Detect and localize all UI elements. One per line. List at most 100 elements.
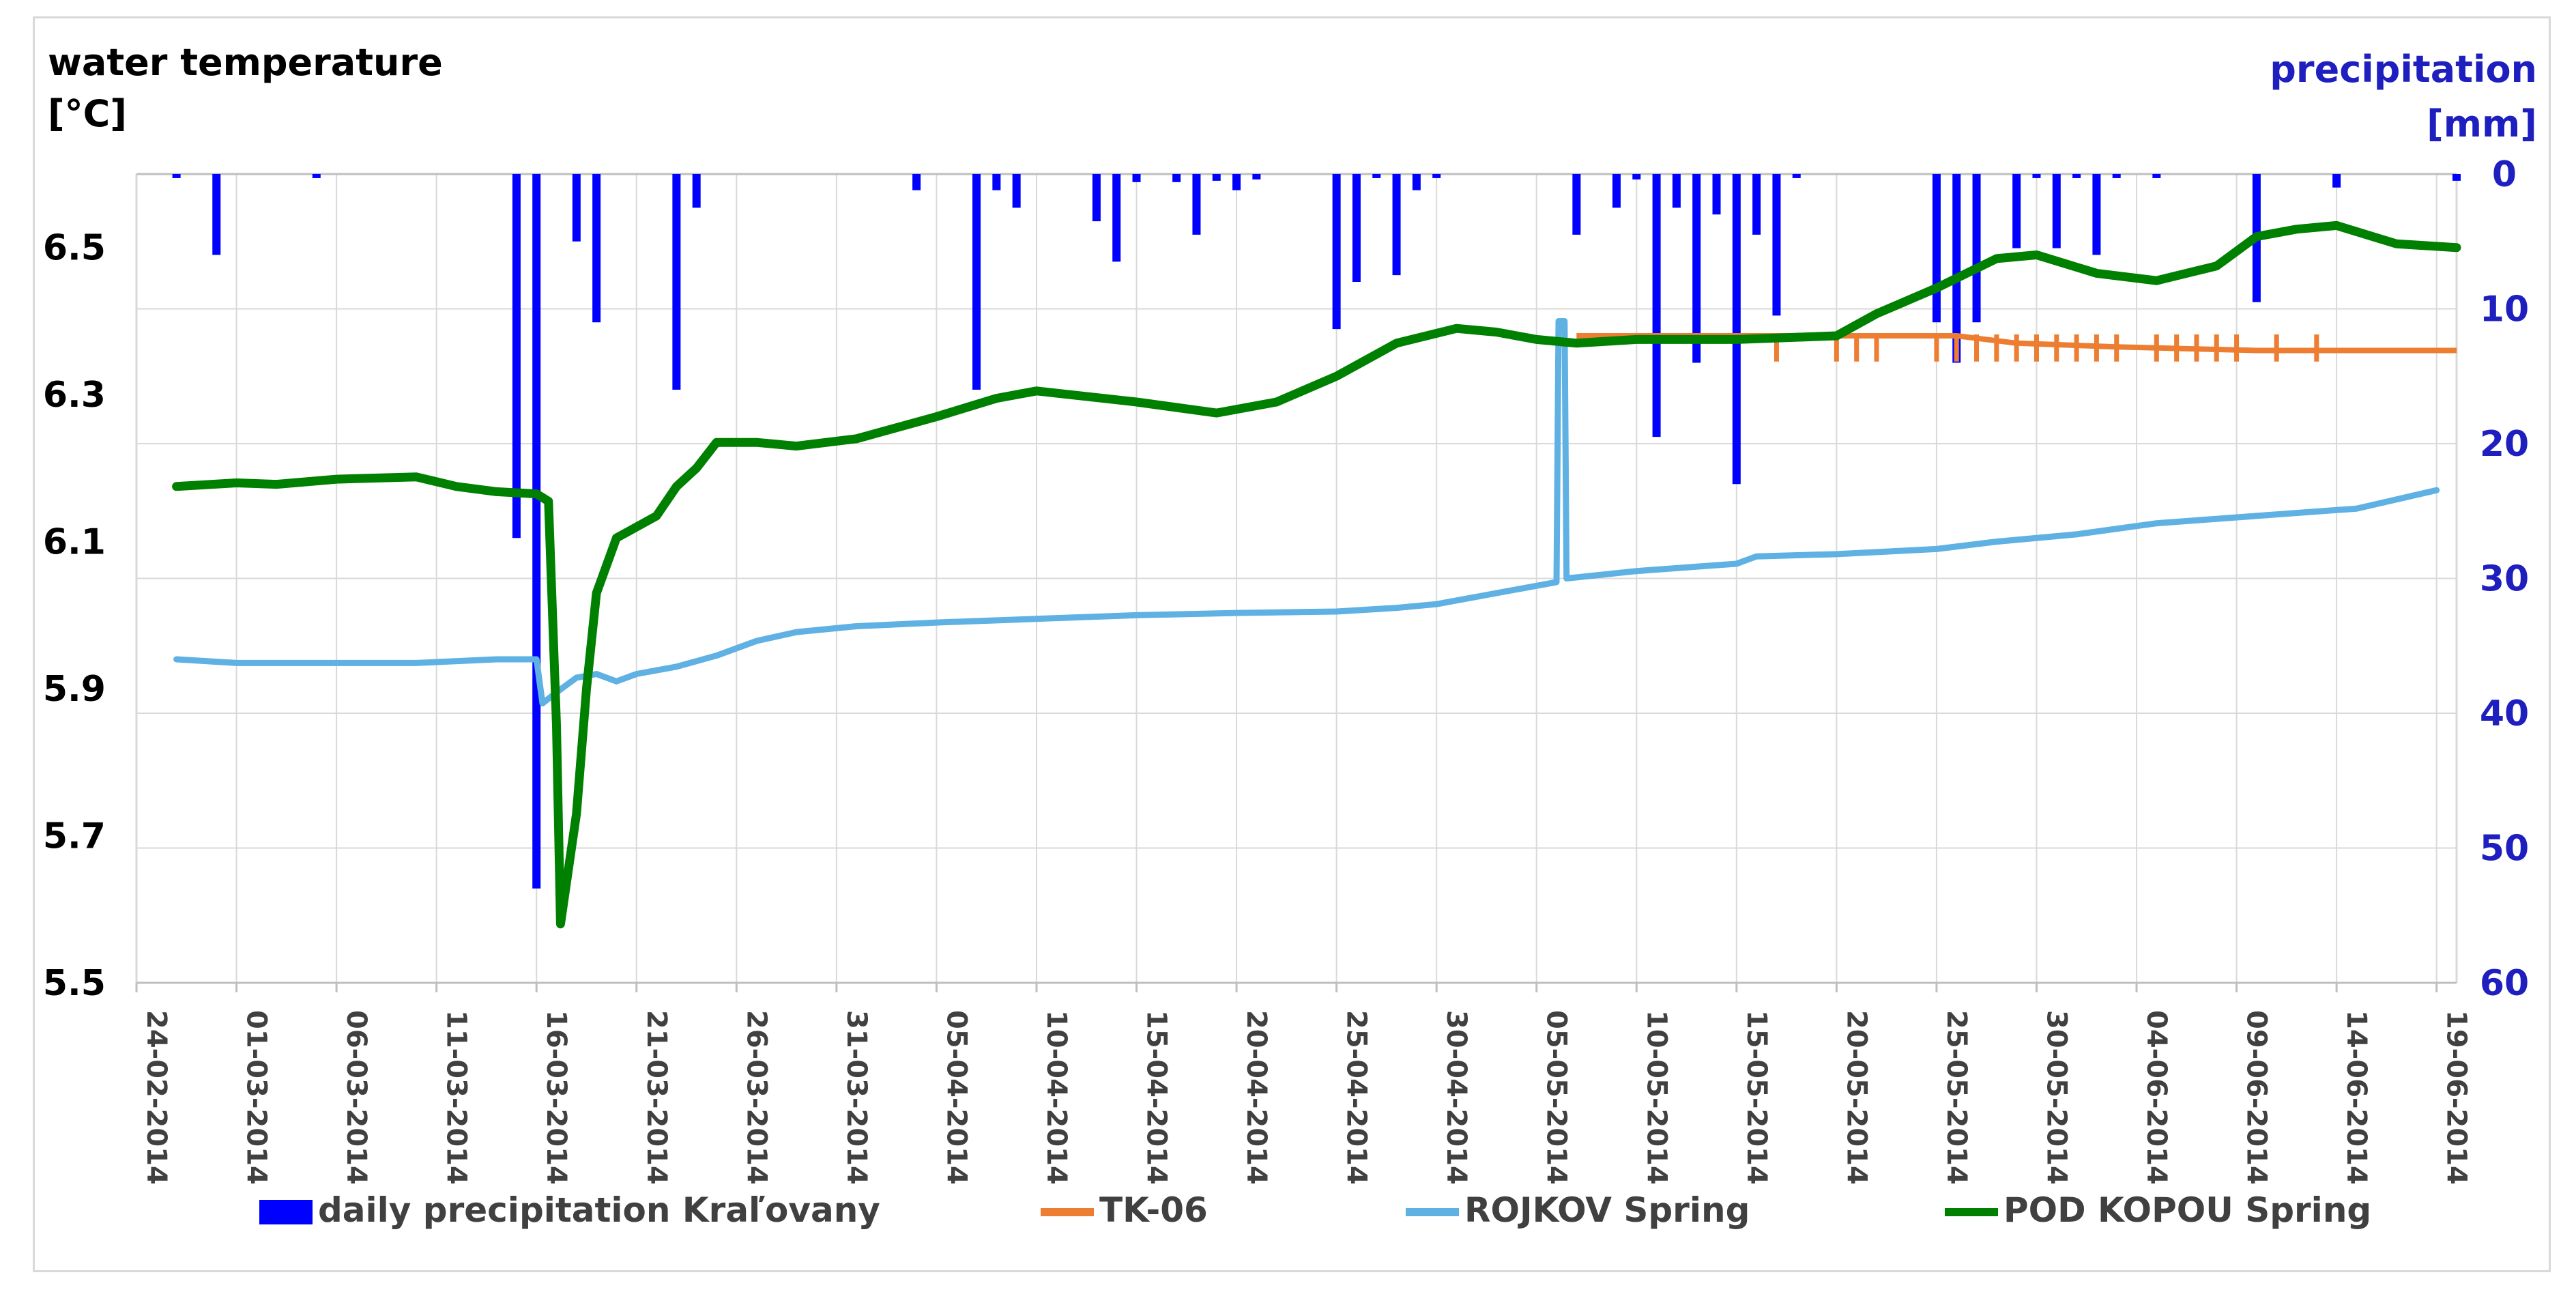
legend-label: TK-06: [1099, 1190, 1208, 1230]
x-axis-tick-label: 30-05-2014: [2040, 1010, 2072, 1185]
legend-swatch: [259, 1200, 313, 1224]
precipitation-bar: [912, 174, 921, 190]
x-axis-tick-label: 05-05-2014: [1541, 1010, 1572, 1185]
precipitation-bar: [2052, 174, 2061, 248]
left-axis-unit: [°C]: [48, 92, 127, 135]
right-axis-unit: [mm]: [2427, 102, 2537, 145]
x-axis-tick-label: 30-04-2014: [1441, 1010, 1472, 1185]
precipitation-bar: [1652, 174, 1661, 437]
precipitation-bar: [1432, 174, 1441, 178]
precipitation-bar: [1792, 174, 1801, 178]
left-axis-tick-label: 6.5: [43, 228, 106, 269]
left-axis-tick-label: 5.7: [43, 816, 106, 857]
right-axis-tick-label: 50: [2480, 829, 2529, 870]
right-axis-tick-label: 30: [2480, 559, 2529, 600]
precipitation-bar: [1332, 174, 1341, 330]
left-axis-title: water temperature: [48, 41, 443, 84]
x-axis-tick-label: 04-06-2014: [2141, 1010, 2172, 1185]
right-axis-tick-label: 20: [2480, 424, 2529, 465]
x-axis-tick-label: 21-03-2014: [641, 1010, 672, 1185]
precipitation-bar: [1392, 174, 1401, 276]
x-axis-ticks: 24-02-2014 01-03-2014 06-03-2014 11-03-2014…: [135, 983, 2472, 1185]
precipitation-bar: [1232, 174, 1241, 190]
chart-frame: [33, 16, 2551, 1272]
x-axis-tick-label: 05-04-2014: [940, 1010, 972, 1185]
precipitation-bar: [1352, 174, 1361, 282]
x-axis-tick-label: 31-03-2014: [841, 1010, 872, 1185]
x-axis-tick-label: 20-05-2014: [1840, 1010, 1872, 1185]
precipitation-bar: [512, 174, 521, 539]
legend-label: ROJKOV Spring: [1464, 1190, 1750, 1230]
precipitation-bar: [1752, 174, 1761, 235]
right-axis-tick-label: 0: [2492, 154, 2517, 195]
left-axis-tick-label: 5.9: [43, 669, 106, 710]
precipitation-bar: [1112, 174, 1121, 262]
x-axis-tick-label: 25-04-2014: [1341, 1010, 1372, 1185]
x-axis-tick-label: 20-04-2014: [1241, 1010, 1272, 1185]
legend-item: TK-06: [1041, 1190, 1208, 1230]
x-axis-tick-label: 01-03-2014: [241, 1010, 272, 1185]
precipitation-bar: [1572, 174, 1581, 235]
x-axis-tick-label: 15-05-2014: [1741, 1010, 1772, 1185]
left-axis-tick-label: 5.5: [43, 963, 106, 1004]
precipitation-bar: [2452, 174, 2461, 181]
precipitation-bar: [2012, 174, 2021, 248]
precipitation-bar: [1972, 174, 1981, 323]
precipitation-bar: [1132, 174, 1141, 182]
precipitation-bar: [1712, 174, 1721, 215]
right-axis-tick-label: 60: [2480, 963, 2529, 1004]
precipitation-bar: [1372, 174, 1381, 178]
x-axis-tick-label: 19-06-2014: [2441, 1010, 2472, 1185]
tk-06-dips: [1774, 334, 2319, 362]
precipitation-bar: [2092, 174, 2101, 255]
precipitation-bar: [1212, 174, 1221, 181]
x-axis-tick-label: 25-05-2014: [1941, 1010, 1972, 1185]
x-axis-tick-label: 10-04-2014: [1041, 1010, 1072, 1185]
precipitation-bar: [1772, 174, 1781, 316]
precipitation-bar: [2332, 174, 2341, 188]
precipitation-bar: [1172, 174, 1181, 182]
right-axis-ticks: 0 10 20 30 40 50 60: [2480, 154, 2529, 1004]
right-axis-tick-label: 10: [2480, 289, 2529, 330]
series-line-pod-kopou-spring: [172, 220, 2461, 929]
precipitation-bar: [1252, 174, 1261, 180]
precipitation-bar: [2072, 174, 2081, 178]
left-axis-tick-label: 6.1: [43, 522, 106, 563]
x-axis-tick-label: 15-04-2014: [1141, 1010, 1172, 1185]
x-axis-tick-label: 24-02-2014: [141, 1010, 172, 1185]
legend: daily precipitation Kraľovany TK-06 ROJKOV…: [259, 1190, 2371, 1230]
x-axis-tick-label: 26-03-2014: [740, 1010, 772, 1185]
right-axis-title: precipitation: [2270, 48, 2537, 91]
precipitation-bar: [1932, 174, 1941, 323]
series-line-rojkov-spring: [173, 318, 2440, 707]
precipitation-bar: [1692, 174, 1701, 363]
precipitation-bar: [1632, 174, 1641, 180]
legend-label: daily precipitation Kraľovany: [318, 1190, 880, 1230]
x-axis-tick-label: 06-03-2014: [341, 1010, 372, 1185]
precipitation-bar: [1192, 174, 1201, 235]
x-axis-tick-label: 10-05-2014: [1640, 1010, 1672, 1185]
precipitation-bar: [172, 174, 181, 178]
precipitation-bar: [312, 174, 321, 178]
precipitation-bar: [532, 174, 541, 889]
x-axis-tick-label: 14-06-2014: [2341, 1010, 2372, 1185]
precipitation-bar: [992, 174, 1001, 190]
precipitation-bar: [1092, 174, 1101, 222]
precipitation-bar: [692, 174, 701, 208]
right-axis-tick-label: 40: [2480, 693, 2529, 734]
legend-label: POD KOPOU Spring: [2003, 1190, 2371, 1230]
precipitation-bar: [572, 174, 581, 242]
precipitation-bar: [212, 174, 221, 255]
legend-item: ROJKOV Spring: [1406, 1190, 1750, 1230]
precipitation-bar: [2152, 174, 2161, 178]
left-axis-tick-label: 6.3: [43, 375, 106, 416]
precipitation-bars: [172, 174, 2461, 889]
left-axis-ticks: 6.5 6.3 6.1 5.9 5.7 5.5: [43, 228, 106, 1004]
precipitation-bar: [972, 174, 981, 390]
x-axis-tick-label: 09-06-2014: [2241, 1010, 2272, 1185]
precipitation-bar: [1952, 174, 1961, 363]
precipitation-bar: [2112, 174, 2121, 178]
precipitation-bar: [592, 174, 601, 323]
precipitation-bar: [1412, 174, 1421, 190]
